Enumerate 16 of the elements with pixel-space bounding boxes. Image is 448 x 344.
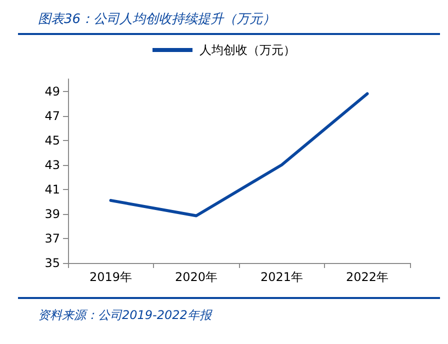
x-tick-label: 2020年	[174, 270, 218, 284]
x-tick-label: 2021年	[260, 270, 304, 284]
chart-title: 图表36：公司人均创收持续提升（万元）	[18, 8, 440, 35]
text: 资料来源：公司2019-2022年报	[37, 307, 214, 324]
y-tick-label: 47	[44, 108, 60, 123]
line-series	[109, 92, 369, 218]
y-tick-label: 39	[44, 206, 60, 221]
x-tick-label: 2019年	[89, 270, 132, 284]
y-tick-label: 35	[44, 256, 60, 270]
y-tick-label: 49	[44, 84, 60, 98]
y-tick-label: 45	[44, 133, 60, 148]
y-tick-label: 43	[44, 158, 60, 172]
x-tick-label: 2022年	[346, 270, 389, 284]
legend-label: 人均创收（万元）	[200, 43, 296, 57]
y-tick-label: 37	[44, 231, 60, 246]
y-tick-label: 41	[44, 182, 60, 196]
